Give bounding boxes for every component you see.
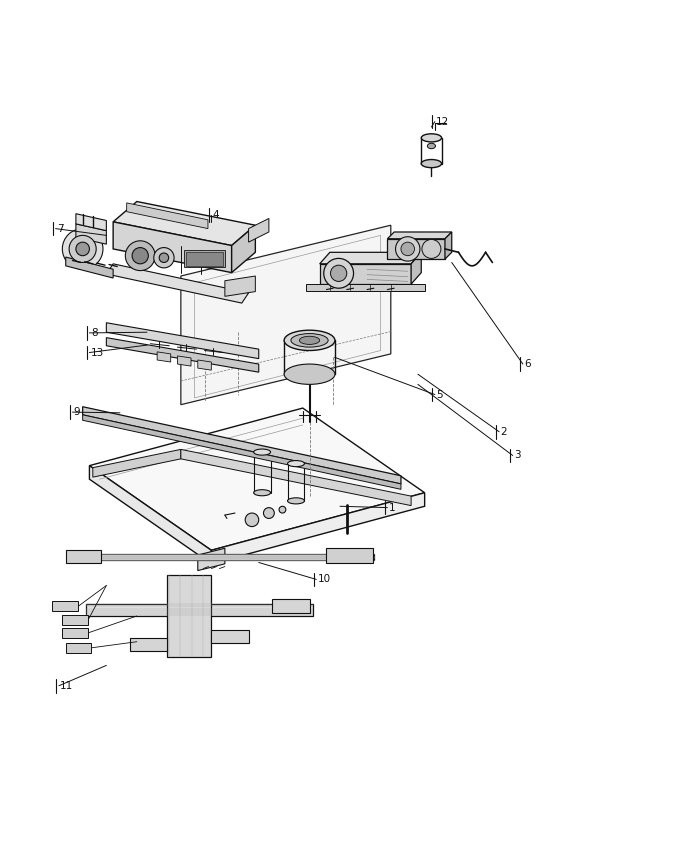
Circle shape <box>279 507 286 513</box>
Bar <box>130 638 167 651</box>
Polygon shape <box>306 284 424 291</box>
Bar <box>63 615 88 625</box>
Text: 12: 12 <box>436 116 449 127</box>
Text: 7: 7 <box>57 224 63 234</box>
Circle shape <box>132 247 148 264</box>
Ellipse shape <box>427 144 435 149</box>
Circle shape <box>401 242 415 256</box>
Bar <box>326 548 373 564</box>
Circle shape <box>125 241 155 270</box>
Text: 11: 11 <box>61 681 73 691</box>
Polygon shape <box>225 276 256 297</box>
Bar <box>272 599 309 613</box>
Text: 8: 8 <box>91 328 97 338</box>
Polygon shape <box>211 493 424 564</box>
Polygon shape <box>198 360 211 370</box>
Bar <box>66 643 91 653</box>
Polygon shape <box>232 225 256 273</box>
Bar <box>184 250 225 267</box>
Polygon shape <box>198 548 225 570</box>
Ellipse shape <box>422 160 441 167</box>
Circle shape <box>154 247 174 268</box>
Circle shape <box>396 237 420 261</box>
Ellipse shape <box>291 333 328 347</box>
Circle shape <box>63 229 103 269</box>
Circle shape <box>69 235 96 263</box>
Polygon shape <box>86 604 313 616</box>
Polygon shape <box>76 224 106 244</box>
Circle shape <box>245 513 258 527</box>
Polygon shape <box>106 337 258 372</box>
Circle shape <box>324 258 354 288</box>
Polygon shape <box>126 203 208 229</box>
Ellipse shape <box>254 449 271 455</box>
Bar <box>186 252 223 266</box>
Bar <box>211 630 249 643</box>
Polygon shape <box>177 356 191 366</box>
Polygon shape <box>76 213 106 230</box>
Text: 4: 4 <box>213 210 220 220</box>
Ellipse shape <box>299 337 320 344</box>
Polygon shape <box>106 323 258 359</box>
Text: 10: 10 <box>318 575 330 585</box>
Polygon shape <box>66 257 113 278</box>
Polygon shape <box>388 239 445 259</box>
Ellipse shape <box>288 498 305 504</box>
Polygon shape <box>99 553 374 560</box>
Ellipse shape <box>288 461 305 467</box>
Polygon shape <box>167 575 211 656</box>
Circle shape <box>422 240 441 258</box>
Circle shape <box>159 253 169 263</box>
Polygon shape <box>445 232 452 259</box>
Text: 6: 6 <box>524 359 531 369</box>
Polygon shape <box>83 415 401 490</box>
Polygon shape <box>90 408 424 550</box>
Bar <box>66 550 101 564</box>
Polygon shape <box>106 264 249 303</box>
Polygon shape <box>181 225 391 405</box>
Ellipse shape <box>254 490 271 496</box>
Text: 5: 5 <box>436 389 443 400</box>
Polygon shape <box>83 406 401 484</box>
Polygon shape <box>320 252 422 264</box>
Circle shape <box>76 242 90 256</box>
Polygon shape <box>113 201 256 246</box>
Text: 9: 9 <box>74 407 80 417</box>
Circle shape <box>263 507 274 518</box>
Polygon shape <box>181 450 411 506</box>
Polygon shape <box>249 218 269 242</box>
Ellipse shape <box>422 133 441 142</box>
Bar <box>63 628 88 638</box>
Text: 2: 2 <box>500 427 507 437</box>
Polygon shape <box>388 232 452 239</box>
Bar <box>52 601 78 611</box>
Polygon shape <box>157 352 171 362</box>
Text: 13: 13 <box>91 348 104 358</box>
Ellipse shape <box>284 364 335 384</box>
Circle shape <box>330 265 347 281</box>
Polygon shape <box>320 264 411 284</box>
Polygon shape <box>113 222 232 273</box>
Text: 3: 3 <box>514 450 521 461</box>
Text: 1: 1 <box>389 502 395 513</box>
Polygon shape <box>411 252 422 284</box>
Polygon shape <box>90 466 211 564</box>
Ellipse shape <box>284 330 335 350</box>
Polygon shape <box>92 450 181 477</box>
